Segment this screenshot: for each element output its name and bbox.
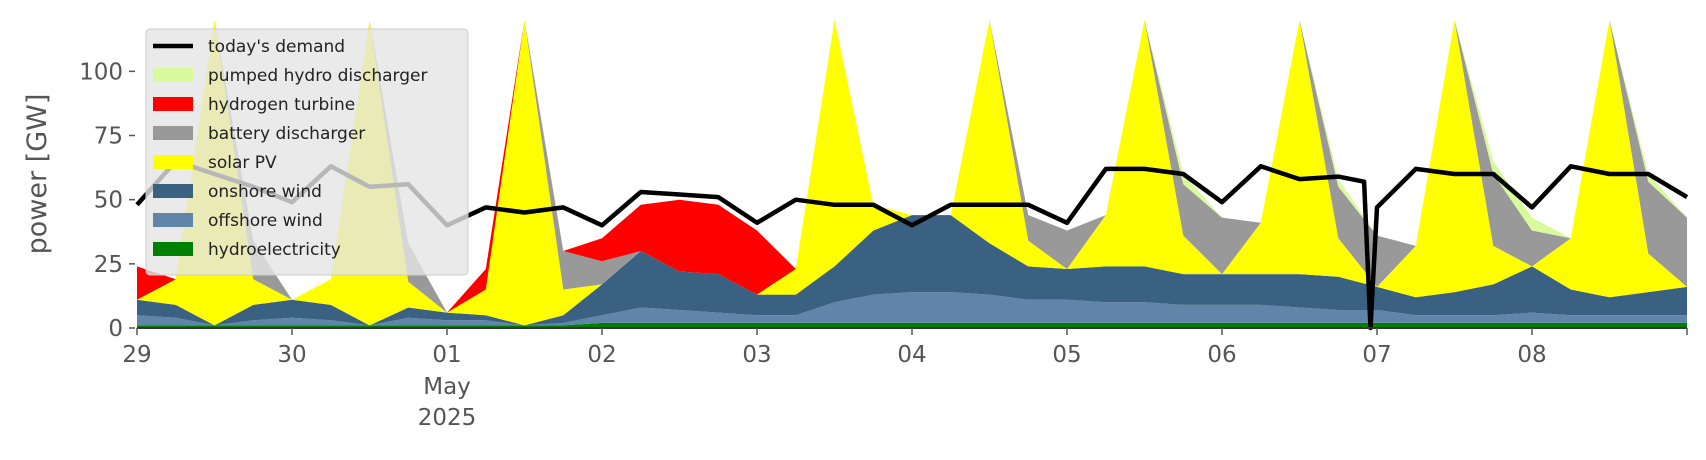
x-tick-label: 01 xyxy=(432,342,461,368)
y-axis-label: power [GW] xyxy=(22,94,53,255)
area-offshore-wind xyxy=(137,292,1687,326)
x-tick-label: 03 xyxy=(742,342,771,368)
x-tick-label: 02 xyxy=(587,342,616,368)
area-hydroelectricity xyxy=(137,322,1687,328)
x-tick-label: 08 xyxy=(1517,342,1546,368)
x-tick-label: 05 xyxy=(1052,342,1081,368)
legend-label-hydrogen-turbine: hydrogen turbine xyxy=(208,95,355,115)
legend-swatch-onshore-wind xyxy=(153,184,193,198)
x-tick-month-label: May xyxy=(423,374,471,400)
y-tick-label: 75 xyxy=(94,124,123,150)
x-tick-label: 29 xyxy=(122,342,151,368)
area-onshore-wind xyxy=(137,215,1687,326)
legend-label-hydroelectricity: hydroelectricity xyxy=(208,240,341,260)
legend-swatch-offshore-wind xyxy=(153,213,193,227)
y-tick-label: 0 xyxy=(108,316,123,342)
legend: today's demand pumped hydro discharger hyd… xyxy=(145,28,469,276)
legend-label-battery-discharger: battery discharger xyxy=(208,124,365,144)
legend-label-onshore-wind: onshore wind xyxy=(208,182,322,202)
area-solar-PV xyxy=(137,20,1687,326)
x-tick-label: 06 xyxy=(1207,342,1236,368)
legend-label-today-s-demand: today's demand xyxy=(208,37,345,57)
x-tick-label: 07 xyxy=(1362,342,1391,368)
x-tick-label: 30 xyxy=(277,342,306,368)
legend-swatch-pumped-hydro-discharger xyxy=(153,68,193,82)
legend-box xyxy=(145,28,469,276)
y-tick-label: 50 xyxy=(94,188,123,214)
x-tick-label: 04 xyxy=(897,342,926,368)
legend-label-pumped-hydro-discharger: pumped hydro discharger xyxy=(208,66,427,86)
legend-swatch-hydrogen-turbine xyxy=(153,97,193,111)
x-tick-year-label: 2025 xyxy=(418,405,477,431)
y-tick-label: 25 xyxy=(94,252,123,278)
legend-swatch-solar-pv xyxy=(153,155,193,169)
legend-swatch-hydroelectricity xyxy=(153,242,193,256)
legend-label-offshore-wind: offshore wind xyxy=(208,211,323,231)
axes: 0 25 50 75 100 29 30 01 May 2025 02 03 04 05 06 07 08 xyxy=(79,59,1688,431)
legend-label-solar-pv: solar PV xyxy=(208,153,277,173)
y-tick-label: 100 xyxy=(79,59,123,85)
stacked-areas xyxy=(137,20,1687,328)
legend-swatch-battery-discharger xyxy=(153,126,193,140)
